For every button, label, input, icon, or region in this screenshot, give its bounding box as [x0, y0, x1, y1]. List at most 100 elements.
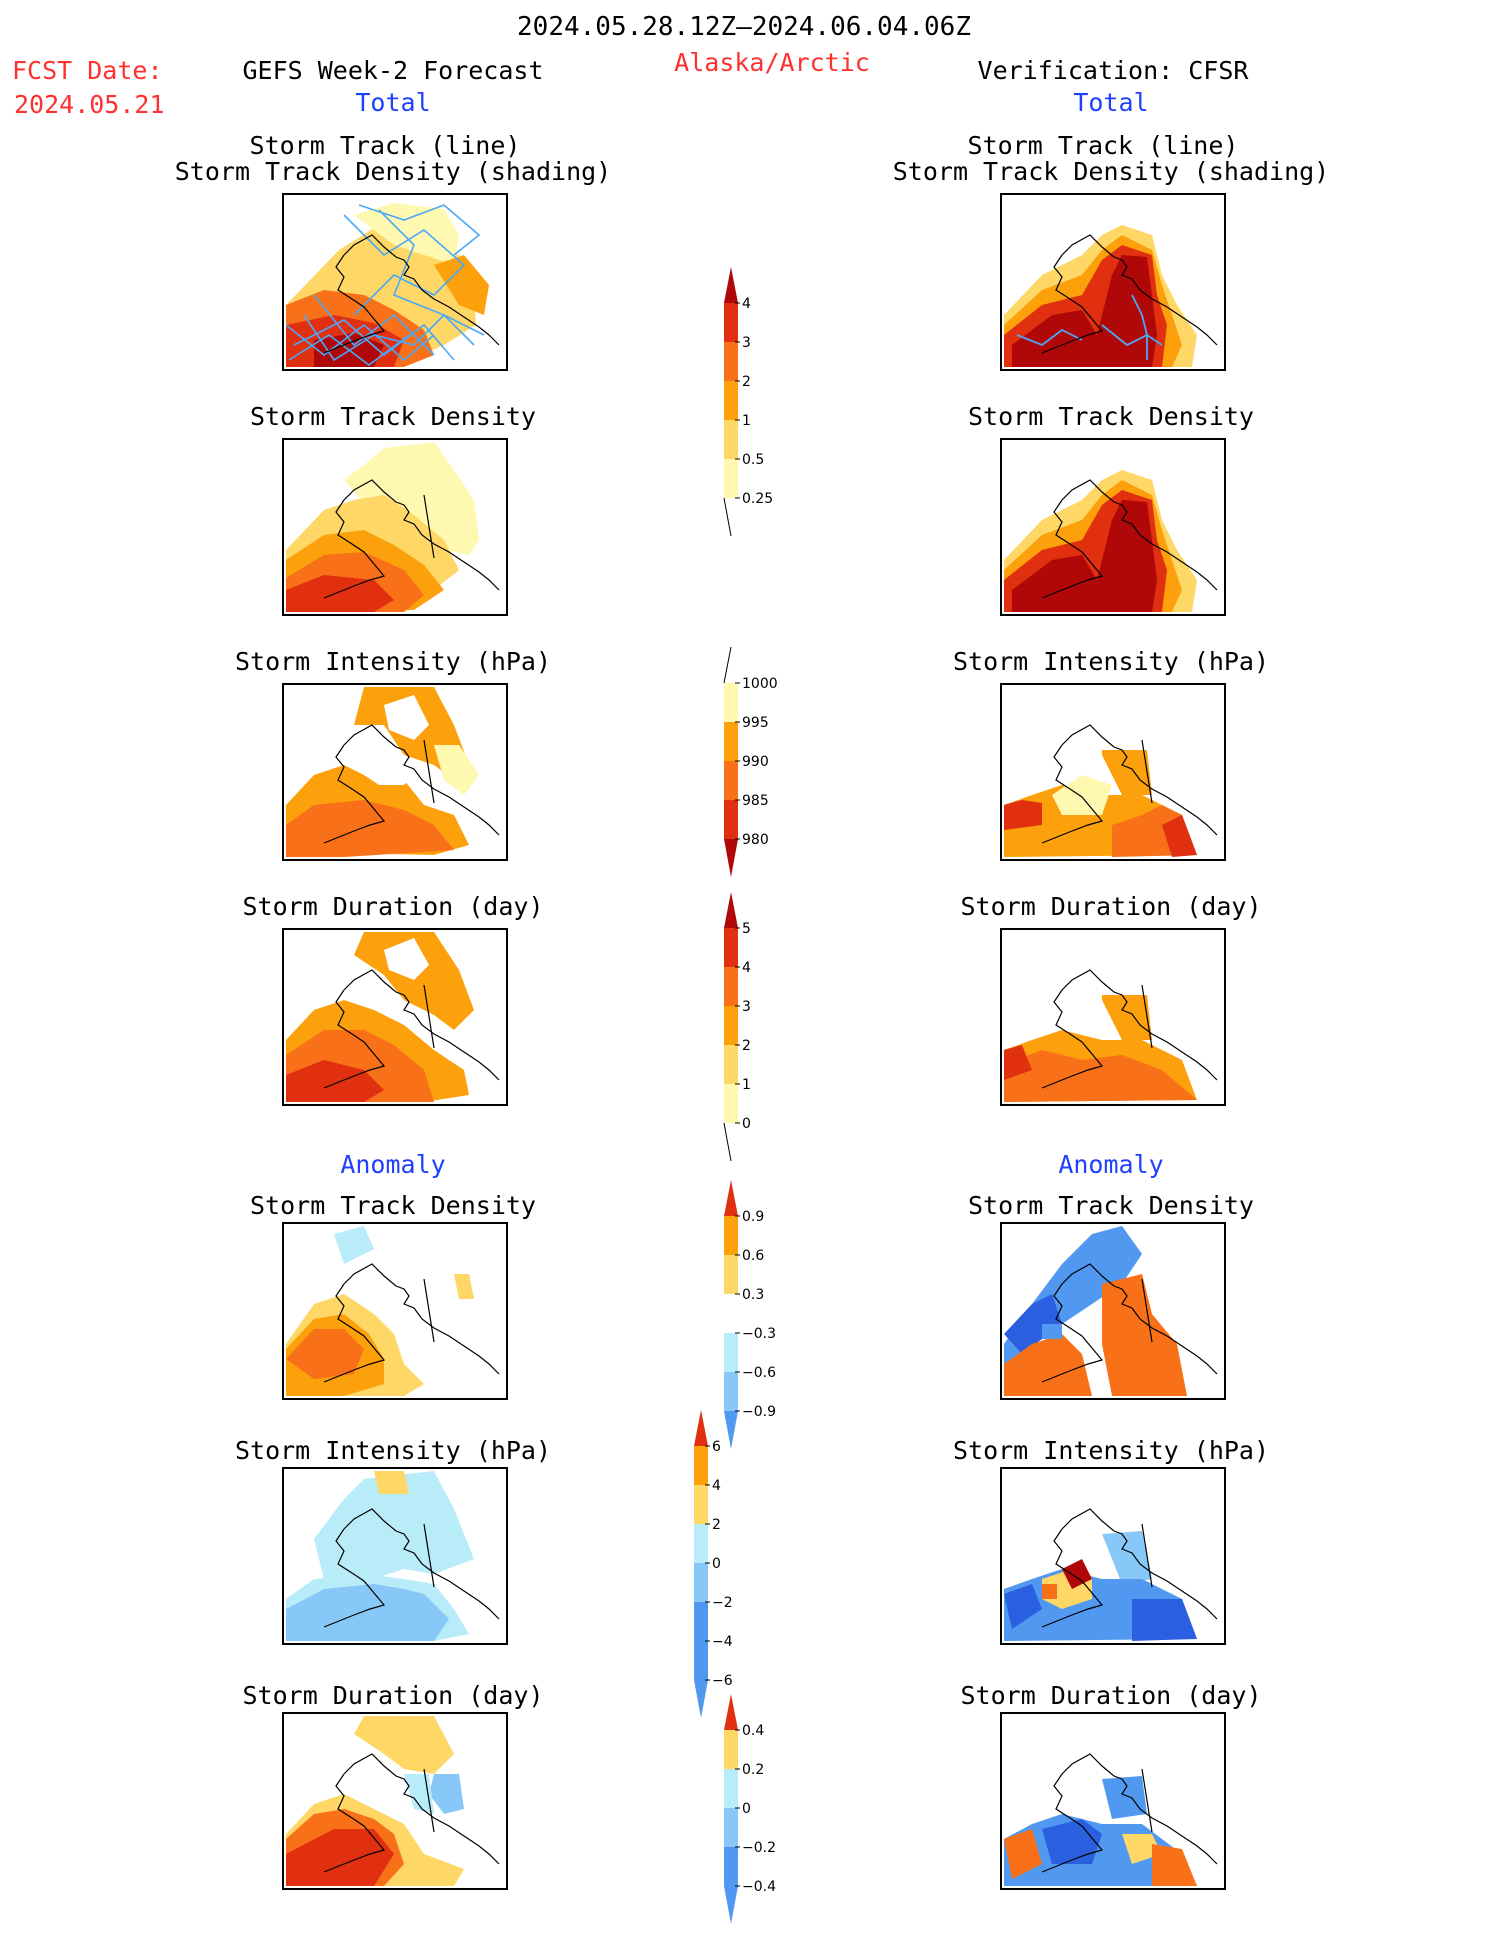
colorbar-top-arrow	[724, 267, 738, 303]
colorbar-segment	[724, 303, 738, 342]
colorbar-tick-label: −0.6	[742, 1365, 776, 1381]
colorbar-tick-label: −6	[712, 1673, 733, 1689]
colorbar-segment	[724, 459, 738, 498]
map-fcst-duration	[282, 928, 508, 1106]
colorbar-tick-label: 0.6	[742, 1248, 764, 1264]
right-track-title-2: Storm Track Density (shading)	[892, 157, 1330, 186]
colorbar-segment	[724, 800, 738, 839]
colorbar-segment	[694, 1602, 708, 1641]
colorbar-segment	[724, 1847, 738, 1886]
total-label-left: Total	[355, 88, 431, 117]
colorbar-tick-label: 0.9	[742, 1209, 764, 1225]
colorbar-tick-label: 0.25	[742, 491, 773, 507]
colorbar-anom-density: 0.9 0.6 0.3 −0.3 −0.6 −0.9	[722, 1178, 802, 1462]
colorbar-segment	[724, 761, 738, 800]
colorbar-segment	[724, 1730, 738, 1769]
colorbar-tick-label: 0	[742, 1116, 751, 1132]
colorbar-top-arrow	[724, 1180, 738, 1216]
colorbar-tick-label: 0.3	[742, 1287, 764, 1303]
colorbar-tick-label: 0.5	[742, 452, 764, 468]
colorbar-anom-intensity: 6 4 2 0 −2 −4 −6	[692, 1408, 772, 1732]
colorbar-tick-label: 2	[742, 1038, 751, 1054]
colorbar-end-arrow	[724, 839, 738, 877]
colorbar-end-arrow	[724, 1886, 738, 1924]
right-track-title-1: Storm Track (line)	[967, 131, 1239, 160]
colorbar-segment	[724, 1769, 738, 1808]
left-track-title-1: Storm Track (line)	[249, 131, 521, 160]
colorbar-segment	[694, 1563, 708, 1602]
map-fcst-track	[282, 193, 508, 371]
map-fcst-anom-duration	[282, 1712, 508, 1890]
map-cfsr-intensity	[1000, 683, 1226, 861]
colorbar-tick-label: 2	[712, 1517, 721, 1533]
colorbar-segment	[724, 1084, 738, 1123]
colorbar-intensity-svg: 1000 995 990 985 980	[723, 646, 778, 877]
colorbar-segment	[724, 1216, 738, 1255]
colorbar-segment	[724, 342, 738, 381]
verification-title: Verification: CFSR	[977, 56, 1249, 85]
colorbar-tick-label: 0	[712, 1556, 721, 1572]
colorbar-tick-label: 5	[742, 921, 751, 937]
map-cfsr-density	[1000, 438, 1226, 616]
colorbar-anom-intensity-svg: 6 4 2 0 −2 −4 −6	[694, 1410, 733, 1718]
colorbar-segment	[694, 1446, 708, 1485]
colorbar-track-density-svg: 4 3 2 1 0.5 0.25	[723, 267, 773, 537]
left-anom-density-title: Storm Track Density	[250, 1191, 536, 1220]
colorbar-tick-label: −0.4	[742, 1879, 776, 1895]
colorbar-segment	[724, 967, 738, 1006]
map-fcst-density	[282, 438, 508, 616]
colorbar-segment	[724, 1294, 738, 1333]
colorbar-tick-label: 3	[742, 335, 751, 351]
colorbar-tick-label: 0	[742, 1801, 751, 1817]
map-fcst-intensity	[282, 683, 508, 861]
colorbar-tick-label: 0.4	[742, 1723, 764, 1739]
colorbar-segment	[724, 722, 738, 761]
left-track-title-2: Storm Track Density (shading)	[174, 157, 612, 186]
colorbar-tick-label: −4	[712, 1634, 733, 1650]
right-density-title: Storm Track Density	[968, 402, 1254, 431]
right-anom-density-title: Storm Track Density	[968, 1191, 1254, 1220]
colorbar-segment	[724, 683, 738, 722]
colorbar-tick-label: −2	[712, 1595, 733, 1611]
right-anom-intensity-title: Storm Intensity (hPa)	[952, 1436, 1270, 1465]
colorbar-top-arrow	[694, 1410, 708, 1446]
map-fcst-anom-intensity	[282, 1467, 508, 1645]
colorbar-segment	[694, 1485, 708, 1524]
left-density-title: Storm Track Density	[250, 402, 536, 431]
map-cfsr-anom-intensity	[1000, 1467, 1226, 1645]
colorbar-anom-duration-svg: 0.4 0.2 0 −0.2 −0.4	[724, 1694, 776, 1924]
anomaly-label-right: Anomaly	[1058, 1150, 1164, 1179]
left-anom-duration-title: Storm Duration (day)	[242, 1681, 544, 1710]
colorbar-track-density: 4 3 2 1 0.5 0.25	[722, 265, 802, 549]
colorbar-tick-label: 980	[742, 832, 769, 848]
colorbar-tick-label: −0.9	[742, 1404, 776, 1420]
colorbar-tick-label: 990	[742, 754, 769, 770]
colorbar-segment	[724, 1808, 738, 1847]
colorbar-segment	[694, 1524, 708, 1563]
left-anom-intensity-title: Storm Intensity (hPa)	[234, 1436, 552, 1465]
colorbar-segment	[694, 1641, 708, 1680]
colorbar-end-arrow	[694, 1680, 708, 1718]
colorbar-segment	[724, 1333, 738, 1372]
colorbar-tick-label: 1000	[742, 676, 778, 692]
map-cfsr-anom-duration	[1000, 1712, 1226, 1890]
colorbar-duration: 5 4 3 2 1 0	[722, 890, 802, 1174]
colorbar-tick-label: −0.2	[742, 1840, 776, 1856]
colorbar-anom-duration: 0.4 0.2 0 −0.2 −0.4	[722, 1692, 802, 1936]
colorbar-tick-label: 4	[742, 296, 751, 312]
date-range: 2024.05.28.12Z–2024.06.04.06Z	[517, 12, 971, 42]
colorbar-tick-label: 1	[742, 1077, 751, 1093]
map-fcst-anom-density	[282, 1222, 508, 1400]
total-label-right: Total	[1073, 88, 1149, 117]
colorbar-segment	[724, 928, 738, 967]
right-intensity-title: Storm Intensity (hPa)	[952, 647, 1270, 676]
colorbar-tick-label: 995	[742, 715, 769, 731]
colorbar-tick-label: 4	[742, 960, 751, 976]
colorbar-segment	[724, 1255, 738, 1294]
colorbar-open-end	[723, 497, 732, 537]
colorbar-tick-label: 985	[742, 793, 769, 809]
colorbar-segment	[724, 420, 738, 459]
colorbar-segment	[724, 1045, 738, 1084]
fcst-date-label: FCST Date:	[12, 56, 163, 85]
colorbar-top-arrow	[724, 1694, 738, 1730]
